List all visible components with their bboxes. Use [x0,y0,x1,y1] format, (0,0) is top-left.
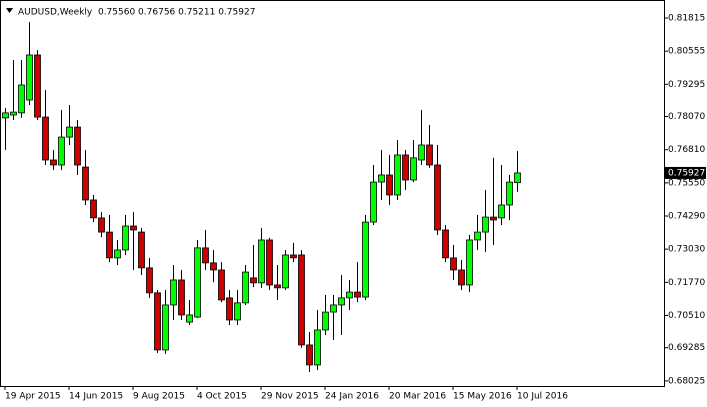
current-price-box [665,166,706,179]
candle-body [450,257,457,271]
candle-body [90,199,97,219]
x-tick-label: 10 Jul 2016 [517,392,568,402]
candle-body [178,279,185,316]
x-tick-label: 15 May 2016 [453,392,512,402]
candle-body [130,225,137,231]
y-tick-label: 0.70510 [668,311,705,321]
candle-body [274,284,281,289]
candle-body [74,126,81,166]
chart-header: AUDUSD,Weekly 0.75560 0.76756 0.75211 0.… [18,8,255,18]
candle-body [378,174,385,183]
candle-body [346,291,353,299]
current-price-label: 0.75927 [668,168,705,178]
candle-body [234,302,241,321]
candle-body [418,144,425,161]
candle-body [162,304,169,351]
candle-body [322,311,329,331]
candle-body [330,304,337,313]
candle-body [338,297,345,306]
y-tick-label: 0.75550 [668,178,705,188]
x-tick-label: 29 Nov 2015 [261,392,319,402]
candle-body [402,154,409,181]
candle-body [226,297,233,321]
candle-body [410,157,417,181]
x-tick-label: 14 Jun 2015 [69,392,123,402]
candle-body [58,136,65,166]
y-tick-label: 0.69285 [668,343,705,353]
y-tick-label: 0.71770 [668,278,705,288]
candle-body [98,217,105,233]
candle-body [506,181,513,206]
y-tick-label: 0.78070 [668,112,705,122]
candle-body [114,249,121,259]
candle-body [194,247,201,318]
candle-body [386,174,393,196]
candle-body [2,112,9,119]
candle-body [250,277,257,284]
candle-body [426,144,433,166]
candle-body [370,181,377,223]
candle-body [82,166,89,201]
candle-body [362,221,369,298]
candle-body [42,116,49,161]
candle-body [490,216,497,221]
candle-body [290,254,297,259]
candle-body [122,225,129,251]
header-icon [6,8,13,13]
x-tick-label: 19 Apr 2015 [5,392,61,402]
candle-body [66,126,73,138]
candle-body [306,344,313,366]
candle-body [18,84,25,114]
candle-body [394,154,401,196]
candle-body [202,247,209,264]
candle-body [34,54,41,118]
candle-body [282,254,289,289]
y-tick-label: 0.73030 [668,245,705,255]
candle-body [482,216,489,233]
x-tick-label: 9 Aug 2015 [133,392,185,402]
candle-body [218,269,225,301]
candle-body [298,254,305,346]
candle-body [314,329,321,366]
y-tick-label: 0.80555 [668,47,705,57]
candle-body [138,231,145,269]
candle-body [146,267,153,294]
candle-body [474,231,481,241]
y-tick-label: 0.74290 [668,212,705,222]
candle-body [266,239,273,286]
candle-body [458,269,465,286]
candle-body [186,314,193,323]
x-tick-label: 4 Oct 2015 [197,392,247,402]
candle-body [466,239,473,286]
candle-body [26,54,33,101]
y-tick-label: 0.76810 [668,145,705,155]
candle-body [154,292,161,351]
plot-frame [0,0,665,387]
y-tick-label: 0.68025 [668,376,705,386]
candle-body [10,111,17,116]
candle-body [210,262,217,271]
candle-body [442,229,449,259]
y-tick-label: 0.81815 [668,14,705,24]
candle-body [498,204,505,219]
candle-body [106,231,113,259]
candle-body [434,164,441,231]
y-tick-label: 0.79295 [668,80,705,90]
x-tick-label: 24 Jan 2016 [325,392,379,402]
candle-body [242,271,249,304]
candle-body [170,279,177,306]
candle-body [258,239,265,284]
candle-body [50,159,57,166]
x-tick-label: 20 Mar 2016 [389,392,446,402]
candle-body [514,172,521,184]
candle-body [354,291,361,298]
